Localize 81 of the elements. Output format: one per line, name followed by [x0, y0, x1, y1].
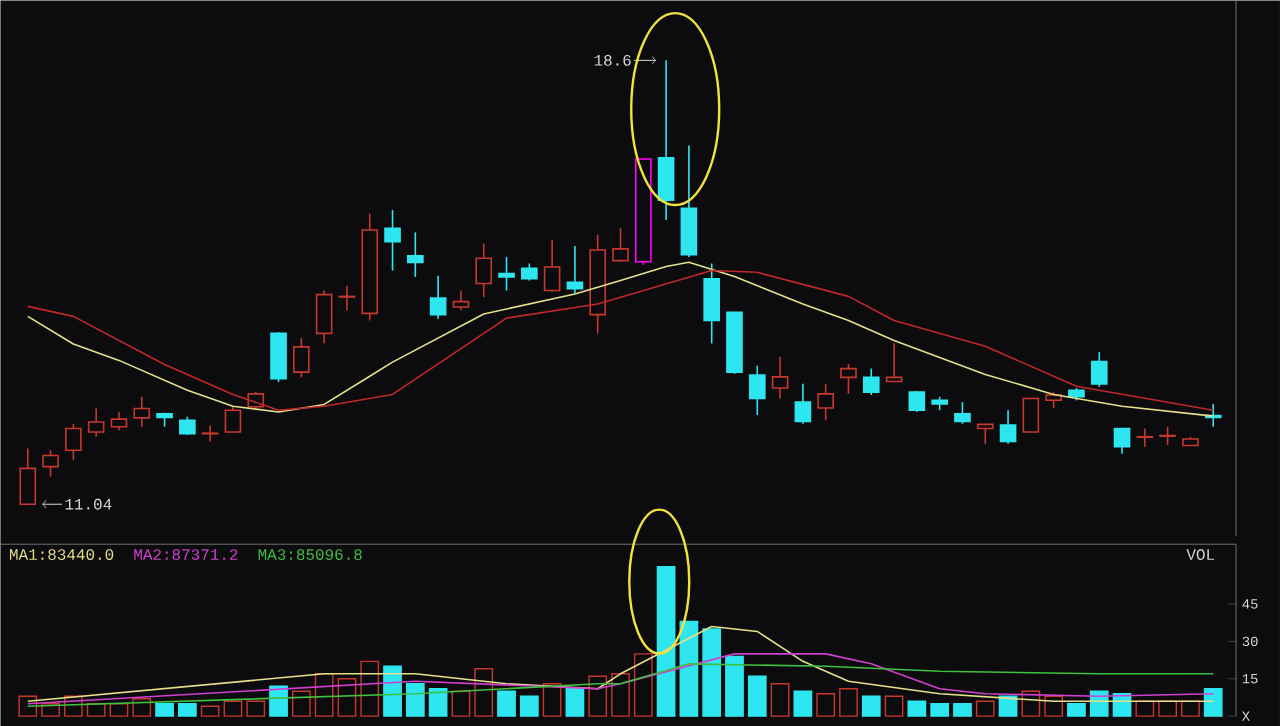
candlestick	[1136, 427, 1154, 448]
candlestick	[543, 239, 561, 293]
bar	[816, 692, 836, 717]
bar	[200, 705, 220, 717]
bar	[1135, 700, 1155, 717]
bar	[519, 695, 539, 717]
bar	[132, 697, 152, 717]
candlestick	[315, 289, 333, 345]
candlestick	[817, 383, 834, 422]
bar	[223, 700, 243, 717]
bar	[793, 690, 813, 717]
candlestick	[384, 209, 401, 272]
candlestick	[1090, 351, 1108, 388]
bar	[1067, 702, 1086, 717]
bar	[1203, 687, 1223, 717]
candlestick	[1159, 425, 1176, 446]
bar	[588, 675, 608, 717]
bar	[679, 620, 699, 717]
candlestick	[771, 356, 789, 400]
bar	[291, 690, 311, 717]
candlestick	[110, 411, 128, 431]
candlestick	[65, 422, 82, 461]
bar	[178, 702, 197, 717]
line-series	[26, 625, 1215, 702]
candlestick	[475, 242, 493, 298]
candlestick	[407, 231, 424, 278]
bar	[633, 653, 653, 717]
bar	[747, 675, 767, 717]
candlestick	[680, 144, 698, 258]
bar	[861, 695, 881, 717]
candlestick	[703, 262, 721, 345]
candlestick	[794, 383, 812, 425]
bar	[565, 687, 585, 717]
candlestick	[338, 284, 356, 312]
candlestick	[452, 289, 470, 312]
bar	[109, 702, 129, 717]
bar	[656, 565, 676, 717]
bar	[497, 690, 516, 717]
candlestick	[566, 245, 584, 295]
bar	[360, 660, 380, 717]
candlestick	[201, 424, 219, 443]
candlestick	[42, 449, 59, 478]
bar	[611, 673, 630, 717]
candlestick	[748, 364, 766, 416]
bar	[1044, 695, 1064, 717]
candlestick	[133, 395, 151, 428]
bar	[1181, 700, 1200, 717]
bar	[155, 702, 174, 717]
line-series	[26, 653, 1215, 705]
candlestick	[954, 401, 971, 425]
bar	[314, 673, 334, 717]
candlestick	[293, 337, 310, 379]
candlestick	[1113, 427, 1131, 455]
bar	[953, 702, 972, 717]
candlestick	[840, 363, 857, 395]
candlestick	[429, 274, 447, 320]
bar	[975, 700, 995, 717]
bar	[428, 687, 448, 717]
bar	[839, 687, 858, 717]
bar	[930, 702, 950, 717]
candlestick	[179, 415, 196, 436]
candlestick	[270, 331, 287, 383]
bar	[1158, 700, 1177, 717]
candlestick	[224, 405, 242, 433]
bar	[451, 690, 471, 717]
candlestick	[862, 367, 880, 396]
bar	[725, 655, 744, 717]
candlestick	[19, 447, 37, 505]
bar	[907, 700, 927, 717]
bar	[405, 683, 425, 717]
candlestick	[999, 409, 1017, 445]
candlestick	[498, 256, 515, 292]
candlestick	[87, 407, 105, 438]
bar	[884, 695, 904, 717]
candlestick	[1022, 397, 1040, 433]
bar	[383, 665, 402, 717]
bar	[702, 628, 722, 717]
bar	[246, 700, 266, 717]
bar	[770, 683, 790, 717]
line-series	[26, 662, 1215, 707]
candlestick	[612, 227, 629, 263]
